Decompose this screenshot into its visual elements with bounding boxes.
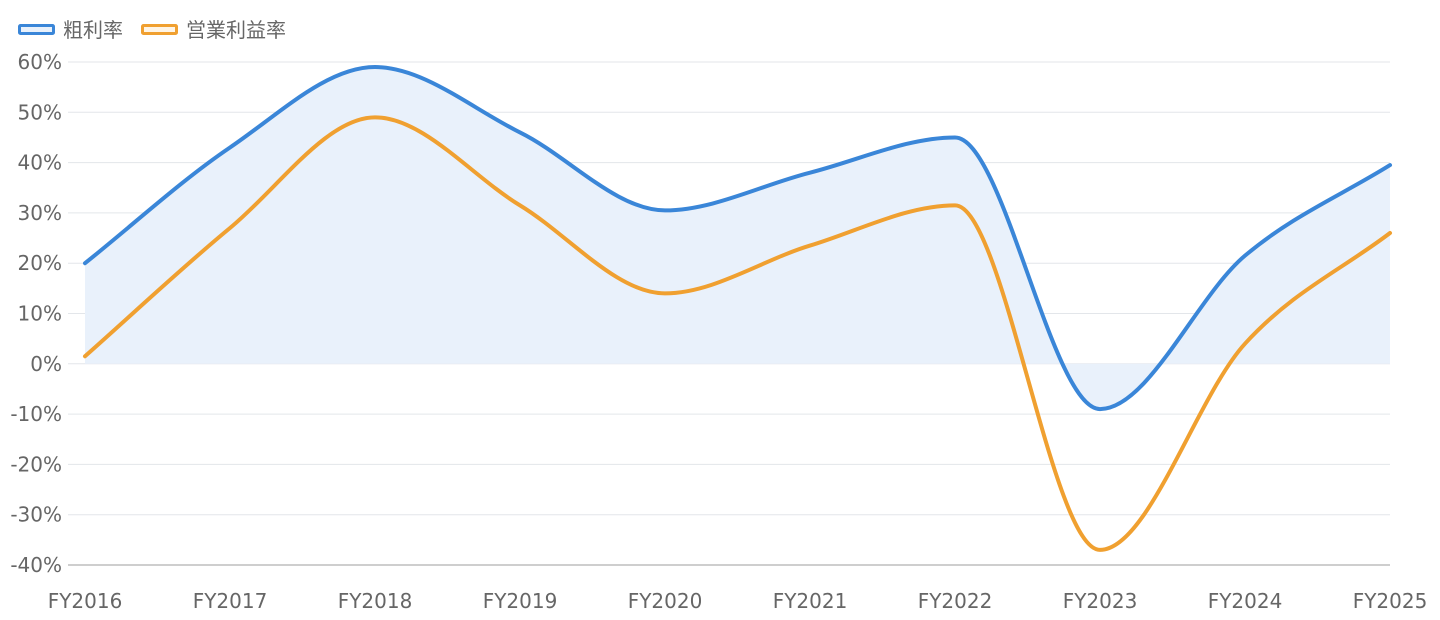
x-tick-label: FY2021 bbox=[773, 589, 848, 613]
y-axis: 60% 50% 40% 30% 20% 10% 0% -10% -20% -30% -40% bbox=[10, 50, 62, 577]
legend-label: 粗利率 bbox=[63, 18, 123, 42]
x-tick-label: FY2020 bbox=[628, 589, 703, 613]
x-tick-label: FY2023 bbox=[1063, 589, 1138, 613]
series-line-0 bbox=[83, 65, 1392, 412]
x-tick-label: FY2018 bbox=[338, 589, 413, 613]
legend-label: 営業利益率 bbox=[186, 18, 286, 42]
legend-item-0[interactable]: 粗利率 bbox=[18, 18, 124, 42]
y-tick-label: -10% bbox=[10, 402, 62, 426]
y-tick-label: -30% bbox=[10, 503, 62, 527]
y-tick-label: 50% bbox=[18, 100, 62, 124]
series-area-0 bbox=[85, 67, 1390, 410]
x-tick-label: FY2025 bbox=[1353, 589, 1428, 613]
series-lines bbox=[83, 65, 1392, 552]
y-tick-label: 10% bbox=[18, 302, 62, 326]
x-tick-label: FY2024 bbox=[1208, 589, 1283, 613]
x-tick-label: FY2017 bbox=[193, 589, 268, 613]
y-tick-label: -20% bbox=[10, 452, 62, 476]
legend-item-1[interactable]: 営業利益率 bbox=[141, 18, 287, 42]
y-tick-label: 0% bbox=[30, 352, 62, 376]
x-tick-label: FY2022 bbox=[918, 589, 993, 613]
legend-swatch bbox=[18, 24, 55, 35]
y-tick-label: 20% bbox=[18, 251, 62, 275]
y-tick-label: -40% bbox=[10, 553, 62, 577]
x-axis: FY2016 FY2017 FY2018 FY2019 FY2020 FY2021 FY20… bbox=[48, 589, 1428, 613]
legend[interactable]: 粗利率 営業利益率 bbox=[18, 18, 287, 42]
area-fill bbox=[85, 67, 1390, 410]
y-tick-label: 40% bbox=[18, 151, 62, 175]
x-tick-label: FY2016 bbox=[48, 589, 123, 613]
legend-swatch bbox=[141, 24, 178, 35]
series-line-1 bbox=[83, 115, 1392, 552]
y-tick-label: 60% bbox=[18, 50, 62, 74]
y-tick-label: 30% bbox=[18, 201, 62, 225]
x-tick-label: FY2019 bbox=[483, 589, 558, 613]
